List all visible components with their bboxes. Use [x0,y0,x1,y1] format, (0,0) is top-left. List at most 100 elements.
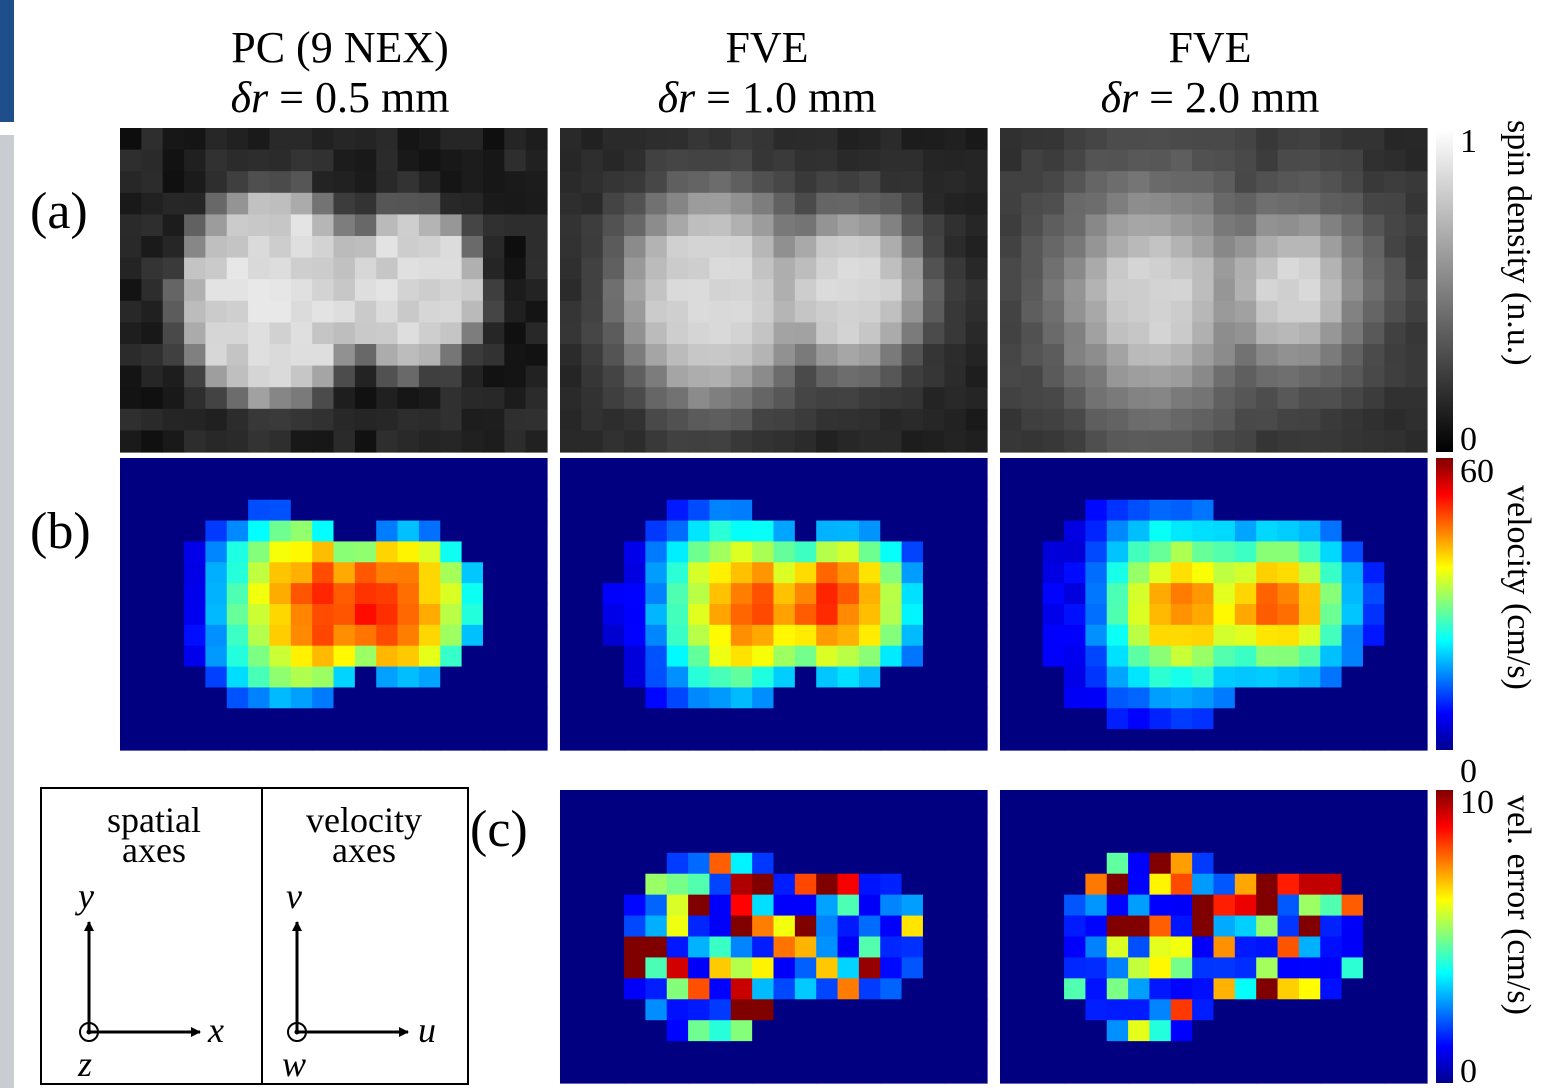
pixel [666,1041,689,1063]
pixel [709,936,732,959]
pixel [1341,624,1364,647]
pixel [645,790,668,812]
pixel [880,1062,903,1084]
pixel [816,873,839,896]
pixel [1256,257,1279,280]
pixel [162,520,185,543]
pixel [901,831,924,854]
pixel [461,192,484,215]
pixel [645,999,668,1021]
pixel [794,171,817,194]
pixel [645,562,668,584]
pixel [1170,873,1193,896]
pixel [773,430,796,453]
pixel [1298,1020,1321,1042]
pixel [1149,365,1172,388]
pixel [1405,810,1428,833]
pixel [226,128,249,151]
pixel [1362,873,1385,896]
pixel [624,387,646,410]
column-subtitle: δr = 2.0 mm [1101,73,1320,122]
row-label: (a) [30,183,88,240]
pixel [1362,852,1385,875]
pixel [666,520,689,543]
pixel [1128,624,1151,647]
pixel [965,322,988,345]
pixel [1362,1020,1385,1042]
pixel [120,562,142,584]
pixel [248,128,271,151]
pixel [1021,192,1044,215]
pixel [858,458,881,480]
pixel [837,478,860,501]
pixel [794,387,817,410]
pixel [1405,257,1428,280]
pixel [1213,478,1236,501]
pixel [944,666,967,689]
pixel [901,149,924,172]
pixel [624,666,646,689]
pixel [1000,408,1022,431]
pixel [120,279,142,302]
pixel [773,624,796,647]
pixel [1256,562,1279,584]
colorbar-label: vel. error (cm/s) [1500,795,1537,1015]
colorbar-min: 0 [1460,1053,1477,1088]
pixel [1106,831,1129,854]
pixel [333,171,356,194]
pixel [901,344,924,367]
pixel [1149,852,1172,875]
pixel [858,687,881,709]
pixel [248,562,271,584]
pixel [1277,149,1300,172]
pixel [773,128,796,151]
pixel [333,562,356,584]
pixel [1405,520,1428,543]
pixel [752,322,775,345]
pixel [816,149,839,172]
pixel [1042,852,1065,875]
pixel [1000,790,1022,812]
pixel [688,999,711,1021]
pixel [1021,873,1044,896]
pixel [376,387,399,410]
pixel [482,149,505,172]
pixel [1213,365,1236,388]
pixel [1170,562,1193,584]
pixel [1384,708,1407,730]
pixel [269,666,292,689]
pixel [858,499,881,522]
pixel [752,624,775,647]
pixel [141,729,164,751]
pixel [1192,936,1215,959]
pixel [1192,499,1215,522]
pixel [290,666,313,689]
pixel [752,894,775,917]
pixel [794,520,817,543]
pixel [944,171,967,194]
colorbar-min: 0 [1460,753,1477,790]
pixel [1106,236,1129,259]
pixel [482,192,505,215]
pixel [965,915,988,938]
pixel [1234,999,1257,1021]
pixel [184,520,206,543]
pixel [1320,149,1343,172]
pixel [1170,666,1193,689]
pixel [290,257,313,280]
pixel [248,257,271,280]
pixel [1384,520,1407,543]
pixel [773,999,796,1021]
pixel [1128,687,1151,709]
pixel [773,729,796,751]
pixel [901,1041,924,1063]
pixel [1170,387,1193,410]
pixel [880,790,903,812]
pixel [1320,852,1343,875]
pixel [1085,128,1108,151]
pixel [1384,408,1407,431]
pixel [752,852,775,875]
pixel [816,624,839,647]
pixel [1000,831,1022,854]
pixel [312,300,335,323]
